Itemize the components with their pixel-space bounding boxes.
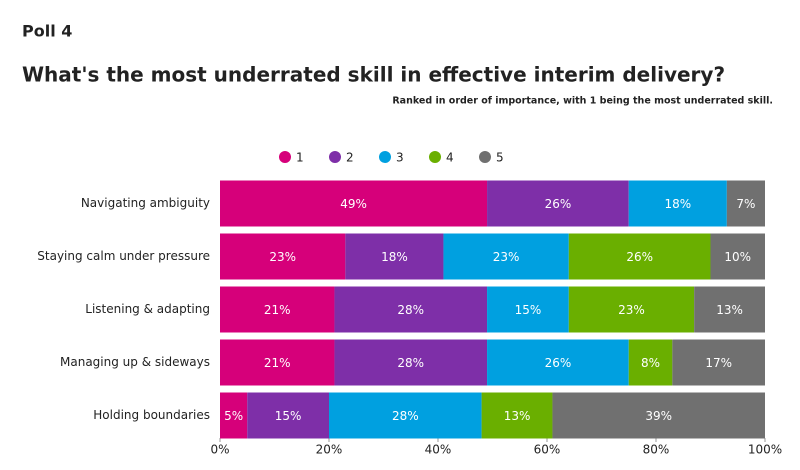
y-tick-label: Managing up & sideways: [60, 355, 210, 369]
bar-segment: [443, 233, 569, 280]
value-label: 39%: [645, 409, 672, 423]
value-label: 23%: [618, 303, 645, 317]
x-tick-label: 60%: [534, 443, 561, 457]
chart-subtitle: Ranked in order of importance, with 1 be…: [392, 96, 773, 107]
value-label: 49%: [340, 197, 367, 211]
value-label: 17%: [705, 356, 732, 370]
value-label: 28%: [397, 303, 424, 317]
chart-title: What's the most underrated skill in effe…: [22, 63, 725, 87]
bar-segment: [568, 286, 695, 333]
y-tick-label: Staying calm under pressure: [37, 249, 210, 263]
bar-segment: [710, 233, 765, 280]
legend-label: 3: [396, 151, 404, 165]
legend-label: 5: [496, 151, 504, 165]
bar-segment: [334, 286, 488, 333]
value-label: 28%: [392, 409, 419, 423]
value-label: 23%: [493, 250, 520, 264]
value-label: 26%: [545, 197, 572, 211]
value-label: 8%: [641, 356, 660, 370]
bar-segment: [334, 339, 488, 386]
bar-segment: [487, 339, 629, 386]
x-tick-label: 20%: [316, 443, 343, 457]
bar-segment: [220, 180, 488, 227]
y-tick-label: Navigating ambiguity: [81, 196, 210, 210]
value-label: 18%: [664, 197, 691, 211]
value-label: 21%: [264, 303, 291, 317]
bar-segment: [220, 286, 335, 333]
x-tick-label: 80%: [643, 443, 670, 457]
bar-segment: [568, 233, 711, 280]
legend-swatch: [429, 151, 441, 163]
bar-segment: [345, 233, 444, 280]
legend-label: 1: [296, 151, 304, 165]
value-label: 13%: [504, 409, 531, 423]
value-label: 26%: [626, 250, 653, 264]
legend-swatch: [329, 151, 341, 163]
value-label: 5%: [224, 409, 243, 423]
legend-swatch: [379, 151, 391, 163]
legend-swatch: [279, 151, 291, 163]
value-label: 21%: [264, 356, 291, 370]
value-label: 10%: [724, 250, 751, 264]
bar-segment: [628, 180, 727, 227]
legend-swatch: [479, 151, 491, 163]
bar-segment: [247, 392, 329, 439]
bar-segment: [220, 392, 248, 439]
bar-segment: [481, 392, 553, 439]
bar-segment: [694, 286, 765, 333]
value-label: 15%: [275, 409, 302, 423]
value-label: 18%: [381, 250, 408, 264]
value-label: 13%: [716, 303, 743, 317]
bar-segment: [220, 233, 346, 280]
bar-segment: [672, 339, 765, 386]
bar-segment: [628, 339, 673, 386]
y-tick-label: Listening & adapting: [85, 302, 210, 316]
value-label: 7%: [736, 197, 755, 211]
bar-segment: [329, 392, 482, 439]
y-tick-label: Holding boundaries: [93, 408, 210, 422]
bar-segment: [487, 180, 629, 227]
x-tick-label: 40%: [425, 443, 452, 457]
bar-segment: [552, 392, 765, 439]
x-tick-label: 0%: [210, 443, 229, 457]
value-label: 15%: [515, 303, 542, 317]
bar-segment: [220, 339, 335, 386]
value-label: 23%: [269, 250, 296, 264]
legend-label: 4: [446, 151, 454, 165]
legend-label: 2: [346, 151, 354, 165]
value-label: 26%: [545, 356, 572, 370]
bar-segment: [487, 286, 569, 333]
bar-segment: [726, 180, 765, 227]
value-label: 28%: [397, 356, 424, 370]
poll-label: Poll 4: [22, 22, 72, 41]
x-tick-label: 100%: [748, 443, 782, 457]
